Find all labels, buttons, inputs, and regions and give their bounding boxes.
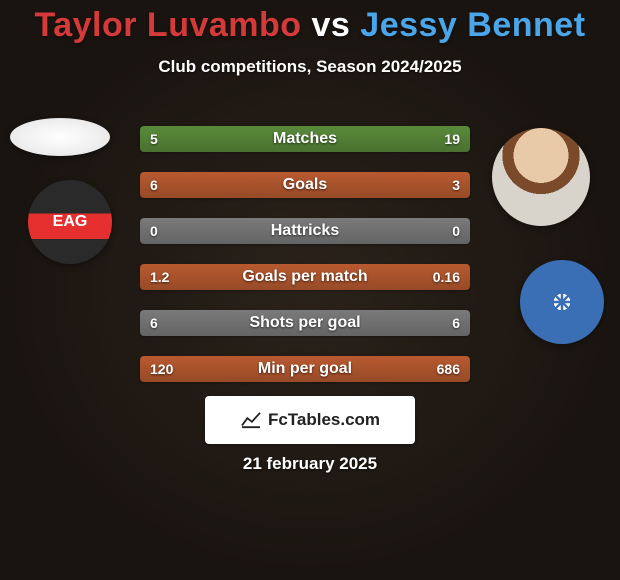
stat-label: Min per goal [140,356,470,382]
stat-value-right: 19 [444,126,460,152]
player1-avatar [10,118,110,156]
stat-value-right: 6 [452,310,460,336]
source-badge: FcTables.com [205,396,415,444]
vs-separator: vs [312,6,351,44]
stat-label: Matches [140,126,470,152]
stat-row: 5Matches19 [140,126,470,152]
stat-row: 6Goals3 [140,172,470,198]
stat-value-right: 0.16 [433,264,460,290]
source-text: FcTables.com [268,410,380,430]
stat-label: Goals [140,172,470,198]
stat-label: Goals per match [140,264,470,290]
stat-value-right: 3 [452,172,460,198]
stat-row: 0Hattricks0 [140,218,470,244]
stats-container: 5Matches196Goals30Hattricks01.2Goals per… [140,126,470,402]
stat-value-right: 0 [452,218,460,244]
page-title: Taylor Luvambo vs Jessy Bennet [0,0,620,45]
player2-avatar [492,128,590,226]
chart-icon [240,411,262,429]
stat-label: Shots per goal [140,310,470,336]
stat-row: 6Shots per goal6 [140,310,470,336]
player1-club-text: EAG [53,213,88,231]
player2-name: Jessy Bennet [360,6,585,44]
date-label: 21 february 2025 [0,454,620,474]
stat-label: Hattricks [140,218,470,244]
stat-value-right: 686 [437,356,460,382]
stat-row: 120Min per goal686 [140,356,470,382]
player1-name: Taylor Luvambo [34,6,301,44]
stat-row: 1.2Goals per match0.16 [140,264,470,290]
player2-club-logo [520,260,604,344]
snowflake-icon [547,287,577,317]
subtitle: Club competitions, Season 2024/2025 [0,57,620,77]
player1-club-logo: EAG [28,180,112,264]
infographic-root: Taylor Luvambo vs Jessy Bennet Club comp… [0,0,620,580]
